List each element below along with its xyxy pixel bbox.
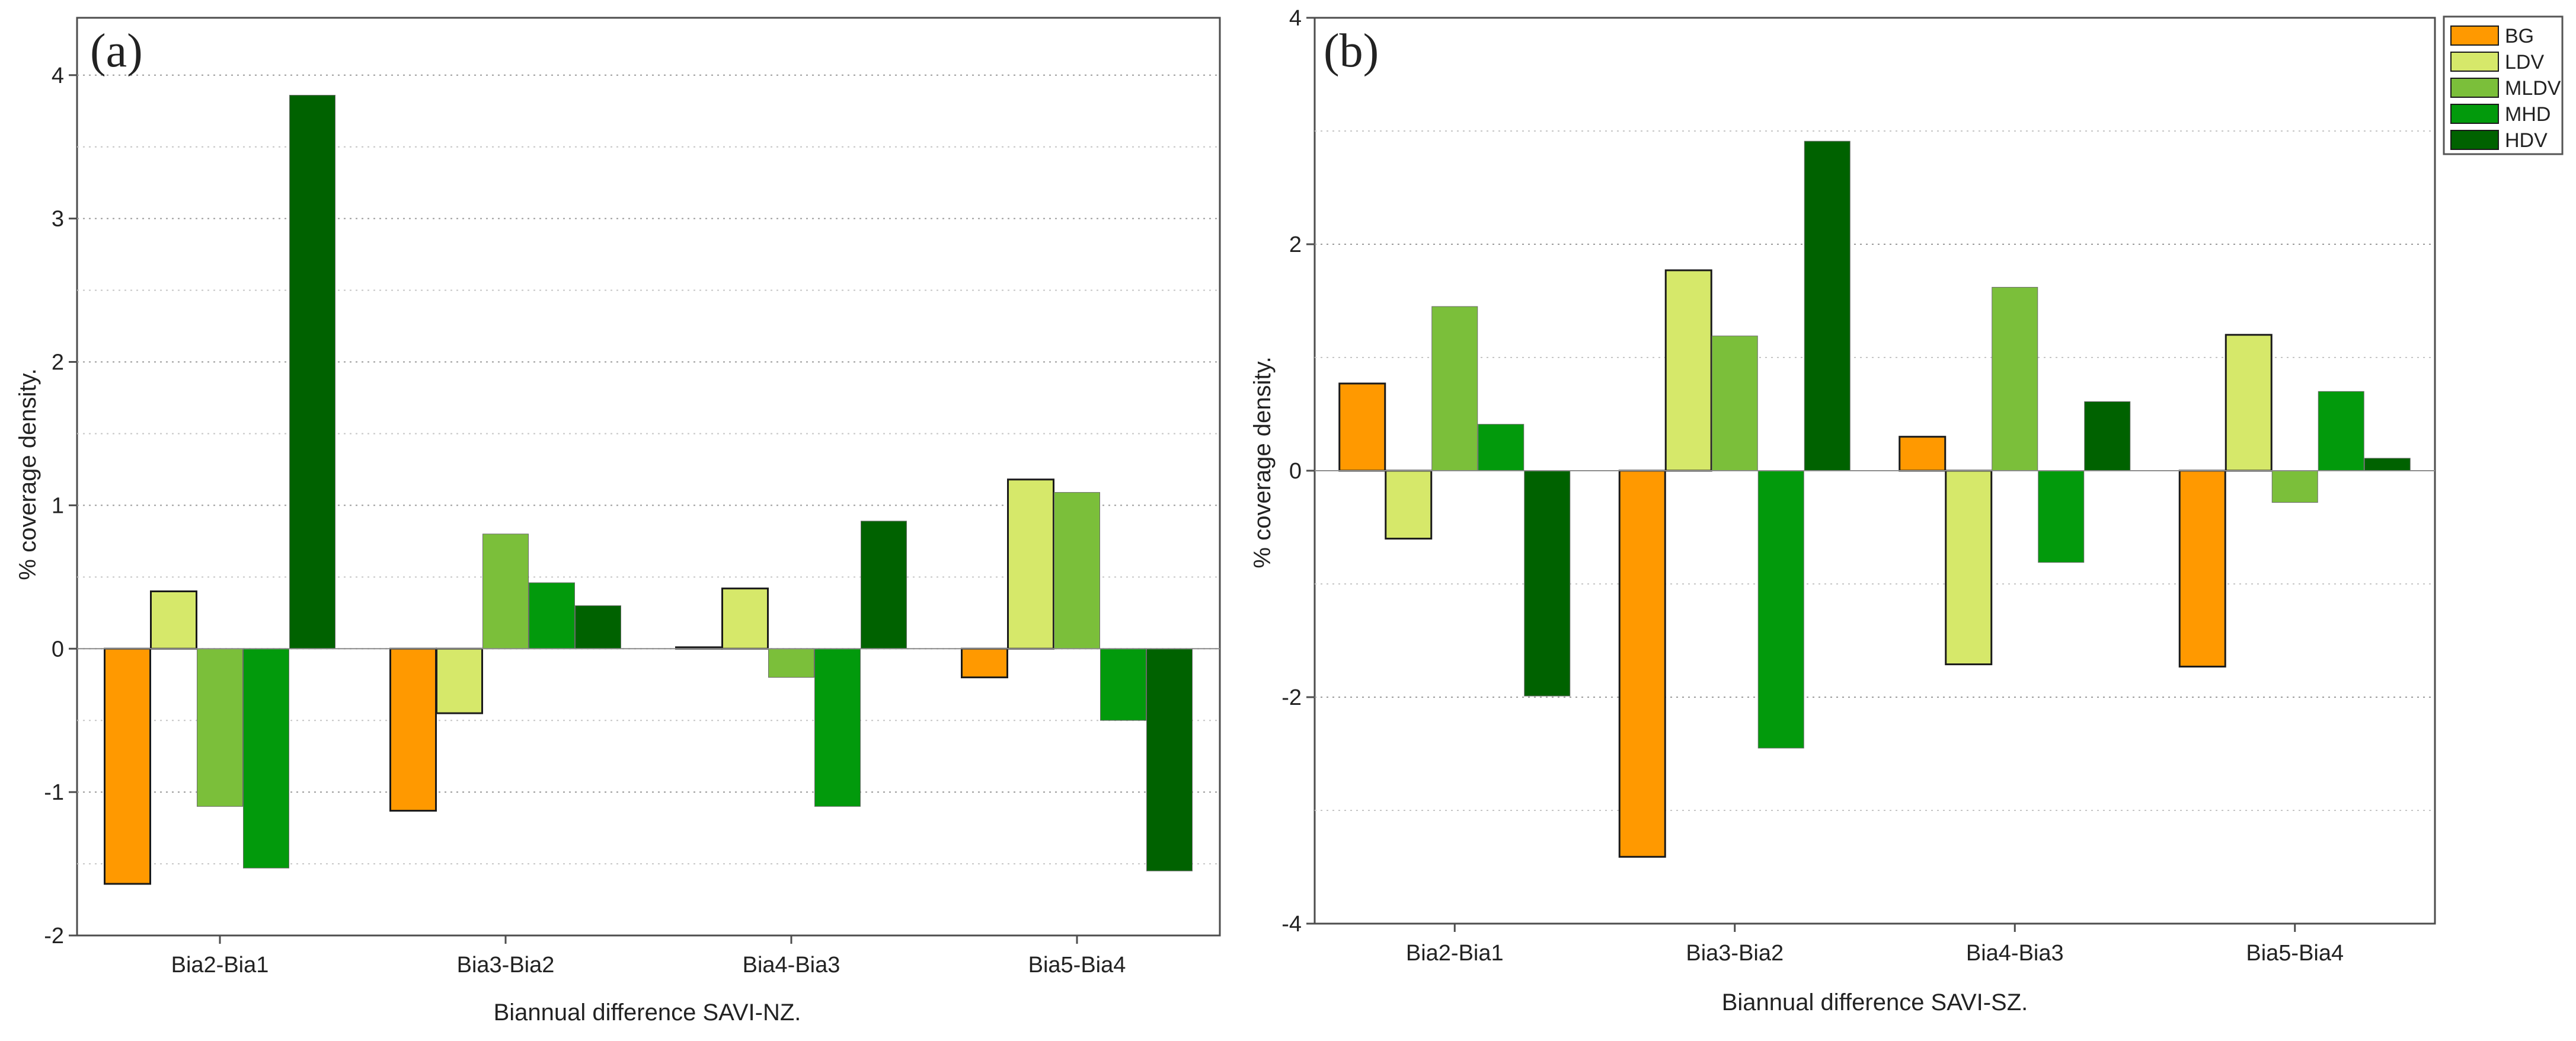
x-axis-label-b: Biannual difference SAVI-SZ. [1722,989,2028,1016]
y-tick-label-b: 4 [1289,6,1302,31]
y-tick-label-a: 1 [52,493,64,518]
bar-mhd-bia2-bia1 [243,648,289,868]
bar-ldv-bia2-bia1 [1385,470,1433,540]
legend-items: BG LDV MLDV MHD HDV [2450,25,2561,152]
bar-mldv-bia2-bia1 [1431,306,1478,471]
bar-bg-bia5-bia4 [961,647,1008,679]
bar-mldv-bia3-bia2 [1711,336,1758,471]
x-tick-label-b: Bia5-Bia4 [2246,941,2344,966]
bar-ldv-bia3-bia2 [1664,269,1712,472]
bar-bg-bia2-bia1 [104,647,151,885]
y-tick-label-a: -2 [44,924,64,949]
bar-hdv-bia2-bia1 [1524,470,1571,697]
x-tick-label-b: Bia2-Bia1 [1406,941,1504,966]
x-tick-label-a: Bia4-Bia3 [743,953,840,978]
bar-hdv-bia3-bia2 [575,605,621,649]
bar-hdv-bia2-bia1 [289,95,335,649]
legend-swatch-mhd [2450,104,2499,124]
bar-mhd-bia2-bia1 [1478,424,1524,471]
bar-bg-bia4-bia3 [1899,436,1947,472]
y-ticks-b: -4 -2 0 2 4 [1281,6,1315,937]
bar-mldv-bia5-bia4 [2271,470,2318,503]
legend-label-mldv: MLDV [2505,77,2561,100]
x-tick-label-a: Bia2-Bia1 [171,953,269,978]
bar-hdv-bia5-bia4 [1146,648,1193,871]
panel-label-b: (b) [1324,25,1379,77]
bars-b [1315,140,2435,858]
bar-ldv-bia5-bia4 [2225,334,2273,472]
x-tick-label-b: Bia4-Bia3 [1966,941,2064,966]
bar-mldv-bia5-bia4 [1054,492,1100,649]
bar-hdv-bia4-bia3 [861,520,907,649]
y-axis-label-b: % coverage density. [1249,356,1276,568]
legend-label-bg: BG [2505,25,2534,47]
y-tick-label-a: 3 [52,207,64,232]
x-tick-label-a: Bia5-Bia4 [1028,953,1126,978]
legend: BG LDV MLDV MHD HDV [2443,15,2564,155]
y-tick-label-b: -2 [1281,685,1302,710]
bar-hdv-bia5-bia4 [2364,458,2411,471]
bar-ldv-bia5-bia4 [1007,478,1054,650]
plot-frame-a [76,17,1221,937]
bar-mhd-bia3-bia2 [529,582,575,649]
panel-label-a: (a) [90,25,143,77]
bar-ldv-bia2-bia1 [150,590,197,650]
bar-hdv-bia4-bia3 [2084,401,2131,471]
bar-mldv-bia4-bia3 [768,648,814,678]
legend-label-ldv: LDV [2505,51,2544,74]
bar-ldv-bia4-bia3 [1945,470,1993,666]
bar-bg-bia2-bia1 [1338,382,1386,472]
x-ticks-b: Bia2-Bia1 Bia3-Bia2 Bia4-Bia3 Bia5-Bia4 [1406,924,2344,966]
bar-ldv-bia4-bia3 [721,587,769,650]
bar-mldv-bia2-bia1 [197,648,243,807]
bar-hdv-bia3-bia2 [1804,140,1850,471]
y-tick-label-a: 4 [52,63,64,88]
bar-mhd-bia3-bia2 [1757,470,1804,749]
y-tick-label-b: 2 [1289,232,1302,257]
y-tick-label-a: -1 [44,780,64,805]
x-axis-label-a: Biannual difference SAVI-NZ. [494,1000,801,1026]
x-tick-label-a: Bia3-Bia2 [457,953,555,978]
bar-mhd-bia4-bia3 [814,648,861,807]
y-tick-label-b: -4 [1281,912,1302,937]
legend-swatch-ldv [2450,52,2499,72]
y-axis-label-a: % coverage density. [15,368,41,580]
bar-mhd-bia5-bia4 [2318,391,2364,471]
bar-bg-bia5-bia4 [2178,470,2226,668]
y-tick-label-a: 0 [52,637,64,662]
y-ticks-a: -2 -1 0 1 2 3 4 [44,63,77,949]
bar-mhd-bia5-bia4 [1100,648,1146,721]
bar-bg-bia3-bia2 [389,647,437,812]
y-tick-label-b: 0 [1289,459,1302,484]
bar-ldv-bia3-bia2 [436,647,483,714]
legend-swatch-mldv [2450,78,2499,98]
y-tick-label-a: 2 [52,350,64,375]
bar-mldv-bia4-bia3 [1992,287,2038,471]
bars-a [77,95,1220,885]
bar-mhd-bia4-bia3 [2038,470,2085,563]
legend-label-mhd: MHD [2505,103,2551,126]
legend-swatch-bg [2450,25,2499,46]
bar-mldv-bia3-bia2 [482,534,529,649]
x-tick-label-b: Bia3-Bia2 [1686,941,1784,966]
bar-bg-bia3-bia2 [1618,470,1666,858]
chart-panel-b: -4 -2 0 2 4 Bia2-Bia1 Bia3-Bia2 Bia4-Bia3 Bia5-… [1249,6,2436,1016]
x-ticks-a: Bia2-Bia1 Bia3-Bia2 Bia4-Bia3 Bia5-Bia4 [171,935,1126,978]
legend-label-hdv: HDV [2505,129,2548,152]
legend-swatch-hdv [2450,130,2499,150]
